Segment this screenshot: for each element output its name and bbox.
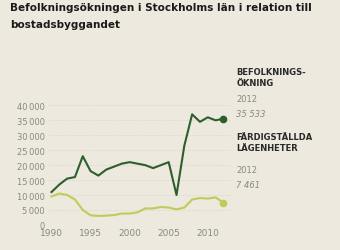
Text: 35 533: 35 533 [236, 110, 266, 119]
Text: FÄRDIGSTÄLLDA
LÄGENHETER: FÄRDIGSTÄLLDA LÄGENHETER [236, 132, 312, 152]
Text: Befolkningsökningen i Stockholms län i relation till: Befolkningsökningen i Stockholms län i r… [10, 2, 312, 12]
Text: 2012: 2012 [236, 95, 257, 104]
Text: 7 461: 7 461 [236, 180, 260, 189]
Text: BEFOLKNINGS-
ÖKNING: BEFOLKNINGS- ÖKNING [236, 68, 306, 87]
Text: bostadsbyggandet: bostadsbyggandet [10, 20, 120, 30]
Text: 2012: 2012 [236, 165, 257, 174]
